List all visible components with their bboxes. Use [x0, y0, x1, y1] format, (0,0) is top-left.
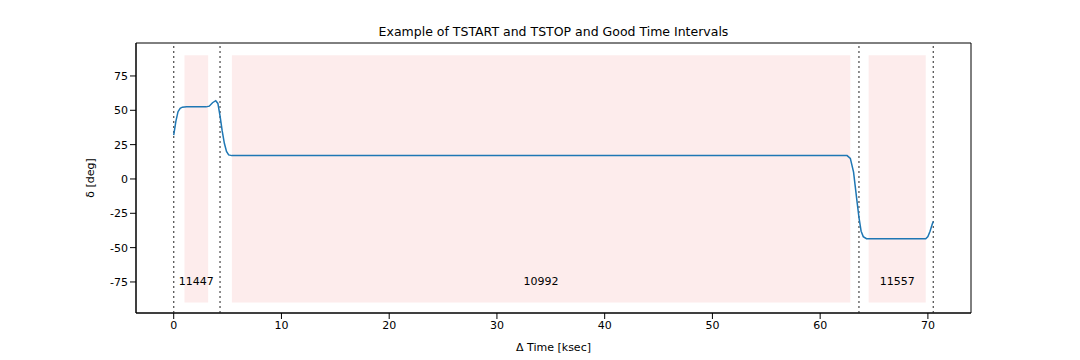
- html-text:Example of TSTART and TSTOP an: Example of TSTART and TSTOP and Good Tim…: [378, 24, 729, 39]
- svg-text:25: 25: [114, 139, 128, 152]
- svg-text:60: 60: [813, 319, 827, 332]
- svg-text:50: 50: [114, 104, 128, 117]
- svg-text:0: 0: [121, 173, 128, 186]
- svg-text:20: 20: [382, 319, 396, 332]
- svg-text:0: 0: [170, 319, 177, 332]
- svg-text:70: 70: [921, 319, 935, 332]
- svg-text:-50: -50: [110, 242, 128, 255]
- svg-text:30: 30: [490, 319, 504, 332]
- svg-text:Δ Time [ksec]: Δ Time [ksec]: [516, 341, 591, 354]
- svg-text:75: 75: [114, 70, 128, 83]
- svg-text:10992: 10992: [524, 275, 559, 288]
- svg-text:40: 40: [598, 319, 612, 332]
- svg-text:11557: 11557: [880, 275, 915, 288]
- svg-text:10: 10: [274, 319, 288, 332]
- svg-text:11447: 11447: [179, 275, 214, 288]
- svg-text:-25: -25: [110, 207, 128, 220]
- svg-text:50: 50: [705, 319, 719, 332]
- svg-text:-75: -75: [110, 276, 128, 289]
- svg-text:δ [deg]: δ [deg]: [84, 158, 97, 198]
